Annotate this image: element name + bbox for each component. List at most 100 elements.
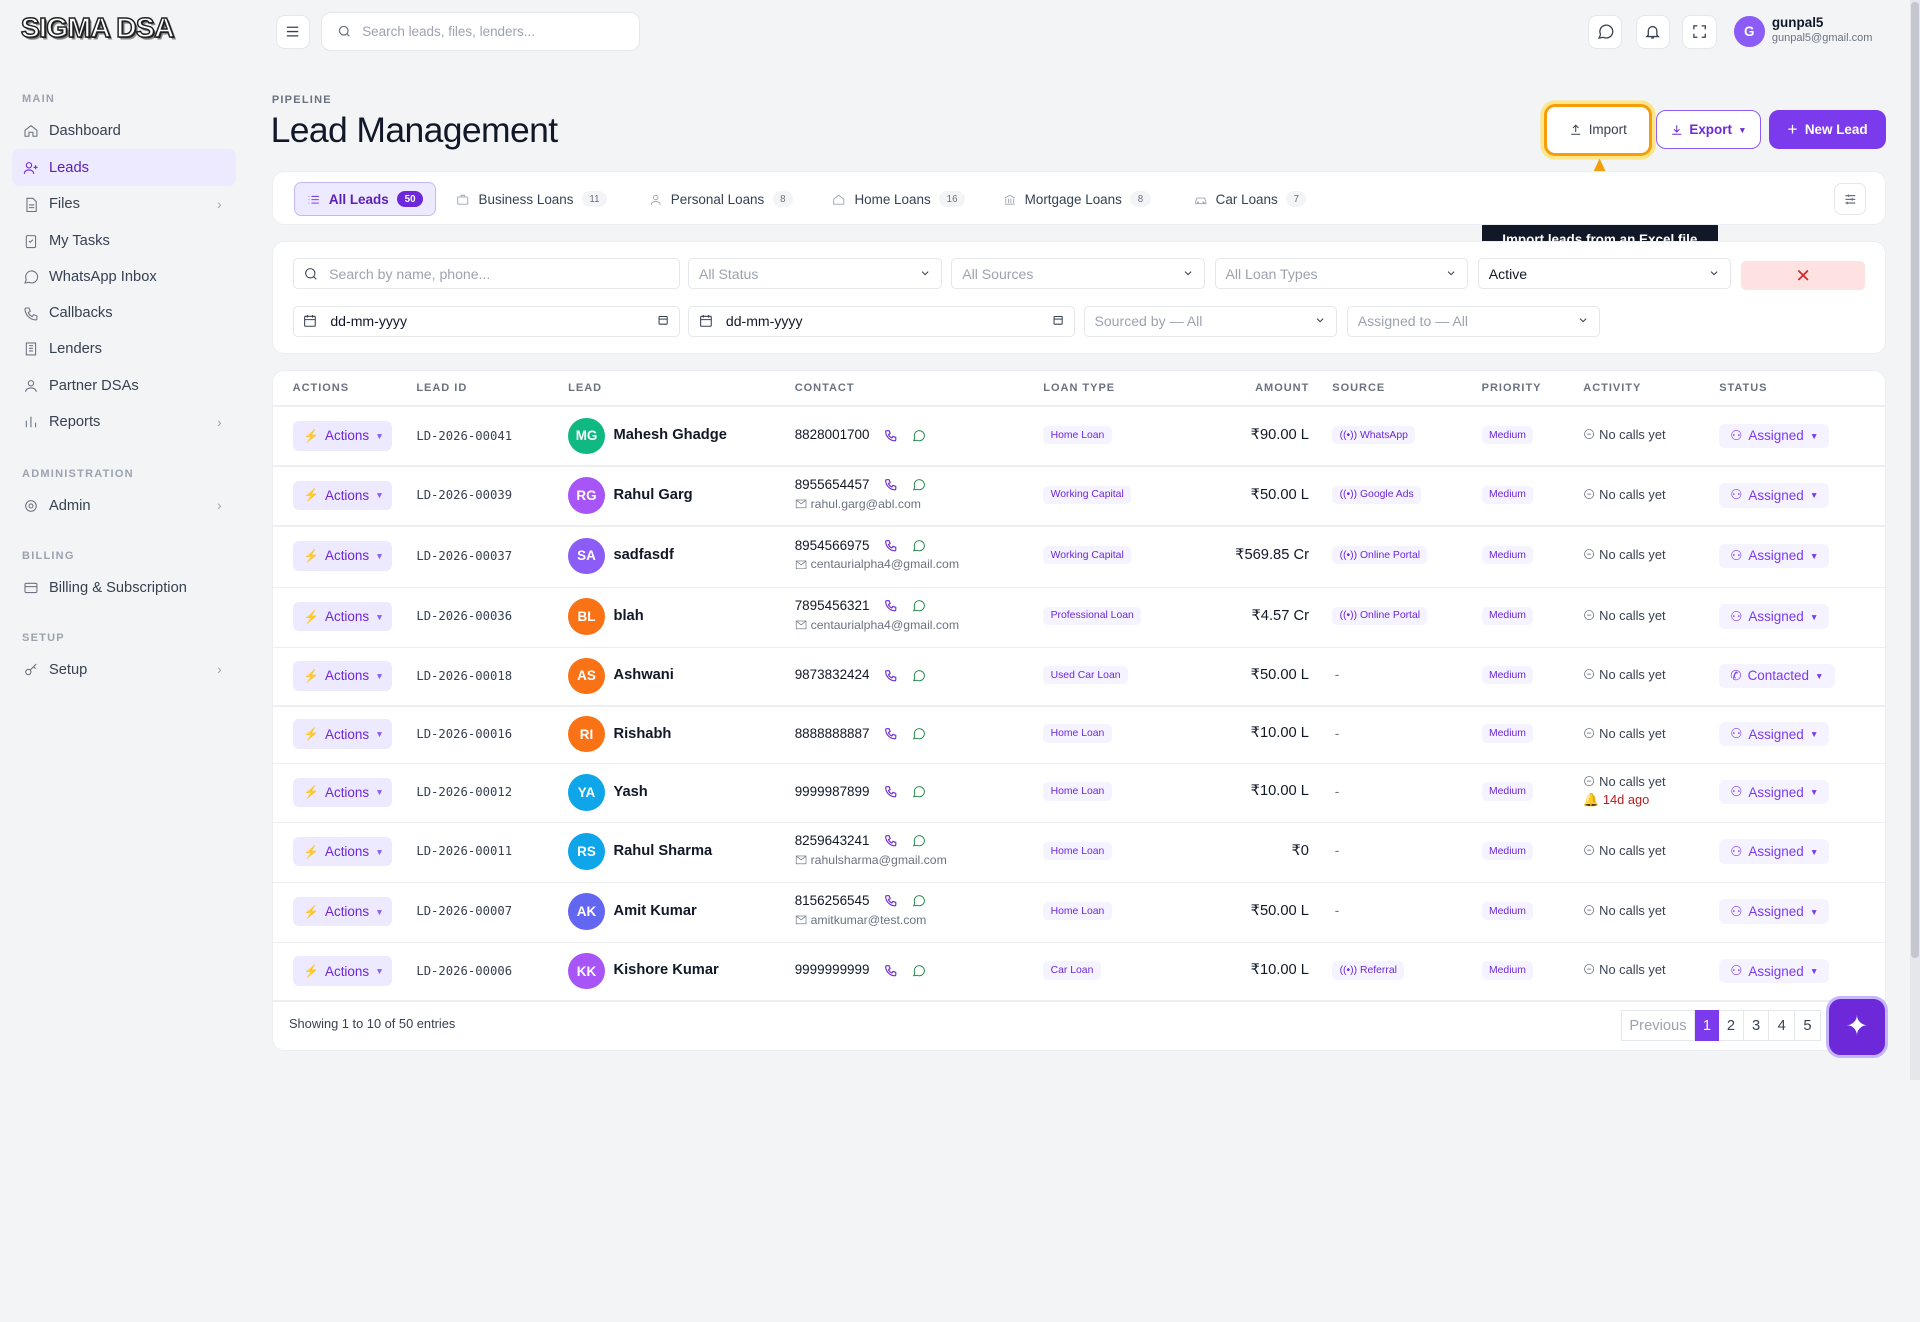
column-header[interactable]: LOAN TYPE — [1043, 382, 1116, 395]
sidebar-item-dashboard[interactable]: Dashboard — [12, 113, 236, 150]
whatsapp-icon[interactable] — [912, 964, 926, 977]
page-5-button[interactable]: 5 — [1795, 1010, 1821, 1041]
tab-home-loans[interactable]: Home Loans 16 — [820, 182, 977, 216]
call-icon[interactable] — [884, 785, 897, 798]
sidebar-item-partner-dsas[interactable]: Partner DSAs — [12, 367, 236, 404]
lead-name[interactable]: sadfasdf — [613, 547, 674, 564]
lead-email[interactable]: centaurialpha4@gmail.com — [795, 618, 959, 632]
lead-name[interactable]: Yash — [613, 783, 648, 800]
sourced-by-select[interactable]: Sourced by — All — [1083, 306, 1338, 337]
call-icon[interactable] — [884, 727, 897, 740]
export-button[interactable]: Export ▼ — [1655, 110, 1761, 150]
menu-toggle-button[interactable] — [275, 14, 310, 49]
status-dropdown[interactable]: ⚇ Assigned ▼ — [1719, 839, 1830, 864]
whatsapp-icon[interactable] — [912, 727, 926, 740]
lead-name[interactable]: Ashwani — [613, 667, 674, 684]
app-logo[interactable]: SIGMA DSA — [20, 11, 175, 44]
date-from-input[interactable]: dd-mm-yyyy — [292, 306, 680, 337]
column-header[interactable]: SOURCE — [1332, 382, 1386, 395]
column-header[interactable]: LEAD ID — [416, 382, 468, 395]
calendar-picker-icon[interactable] — [1052, 314, 1064, 326]
tab-all-leads[interactable]: All Leads 50 — [293, 182, 437, 217]
tab-personal-loans[interactable]: Personal Loans 8 — [637, 182, 806, 216]
row-actions-button[interactable]: ⚡ Actions ▼ — [292, 601, 392, 632]
sidebar-item-files[interactable]: Files › — [12, 186, 236, 223]
status-filter-select[interactable]: All Status — [688, 258, 942, 289]
column-header[interactable]: LEAD — [568, 382, 603, 395]
sidebar-item-callbacks[interactable]: Callbacks — [12, 295, 236, 332]
row-actions-button[interactable]: ⚡ Actions ▼ — [292, 719, 392, 749]
whatsapp-icon[interactable] — [912, 669, 926, 682]
lead-name[interactable]: Amit Kumar — [613, 903, 697, 920]
sidebar-item-lenders[interactable]: Lenders — [12, 331, 236, 368]
lead-name[interactable]: Kishore Kumar — [613, 962, 719, 979]
global-search-input[interactable]: Search leads, files, lenders... — [320, 12, 641, 52]
lead-email[interactable]: centaurialpha4@gmail.com — [795, 557, 959, 571]
status-dropdown[interactable]: ⚇ Assigned ▼ — [1719, 423, 1830, 449]
tab-business-loans[interactable]: Business Loans 11 — [444, 182, 619, 216]
page-3-button[interactable]: 3 — [1743, 1010, 1770, 1041]
whatsapp-icon[interactable] — [912, 894, 926, 907]
row-actions-button[interactable]: ⚡ Actions ▼ — [292, 836, 392, 867]
row-actions-button[interactable]: ⚡ Actions ▼ — [292, 541, 392, 571]
previous-page-button[interactable]: Previous — [1621, 1010, 1695, 1041]
lead-name[interactable]: blah — [613, 607, 644, 624]
date-to-input[interactable]: dd-mm-yyyy — [688, 306, 1076, 337]
whatsapp-icon[interactable] — [912, 834, 926, 847]
loan-types-filter-select[interactable]: All Loan Types — [1214, 258, 1469, 289]
row-actions-button[interactable]: ⚡ Actions ▼ — [292, 956, 392, 986]
row-actions-button[interactable]: ⚡ Actions ▼ — [292, 421, 392, 451]
status-dropdown[interactable]: ⚇ Assigned ▼ — [1719, 899, 1830, 924]
column-header[interactable]: STATUS — [1719, 382, 1768, 395]
call-icon[interactable] — [884, 964, 897, 977]
page-2-button[interactable]: 2 — [1719, 1010, 1744, 1041]
call-icon[interactable] — [884, 599, 897, 612]
whatsapp-icon[interactable] — [912, 599, 926, 612]
call-icon[interactable] — [884, 429, 897, 442]
column-header[interactable]: PRIORITY — [1481, 382, 1542, 395]
lead-email[interactable]: rahulsharma@gmail.com — [795, 853, 947, 867]
status-dropdown[interactable]: ✆ Contacted ▼ — [1719, 663, 1835, 689]
lead-name[interactable]: Rahul Garg — [613, 486, 693, 503]
lead-search-input[interactable]: Search by name, phone... — [292, 258, 680, 289]
column-header[interactable]: AMOUNT — [1255, 382, 1310, 395]
assigned-to-select[interactable]: Assigned to — All — [1346, 306, 1601, 337]
lead-name[interactable]: Rahul Sharma — [613, 843, 713, 860]
page-4-button[interactable]: 4 — [1769, 1010, 1796, 1041]
clear-filters-button[interactable]: ✕ — [1741, 260, 1865, 291]
sidebar-item-whatsapp-inbox[interactable]: WhatsApp Inbox — [12, 258, 236, 295]
status-dropdown[interactable]: ⚇ Assigned ▼ — [1719, 780, 1830, 805]
call-icon[interactable] — [884, 834, 897, 847]
column-settings-button[interactable] — [1834, 183, 1866, 216]
import-button[interactable]: Import — [1544, 104, 1652, 156]
sidebar-item-admin[interactable]: Admin › — [12, 487, 236, 524]
page-1-button[interactable]: 1 — [1694, 1010, 1720, 1041]
user-name[interactable]: gunpal5 — [1771, 14, 1824, 30]
call-icon[interactable] — [884, 539, 897, 552]
lead-email[interactable]: amitkumar@test.com — [795, 913, 926, 927]
scrollbar-thumb[interactable] — [1911, 2, 1919, 958]
row-actions-button[interactable]: ⚡ Actions ▼ — [292, 777, 392, 807]
ai-assistant-button[interactable]: ✦ — [1825, 995, 1889, 1058]
tab-mortgage-loans[interactable]: Mortgage Loans 8 — [990, 182, 1162, 216]
lead-email[interactable]: rahul.garg@abl.com — [795, 497, 921, 511]
lead-name[interactable]: Mahesh Ghadge — [613, 427, 727, 444]
whatsapp-icon[interactable] — [912, 785, 926, 798]
row-actions-button[interactable]: ⚡ Actions ▼ — [292, 896, 392, 927]
new-lead-button[interactable]: + New Lead — [1769, 110, 1886, 150]
status-dropdown[interactable]: ⚇ Assigned ▼ — [1719, 543, 1830, 569]
whatsapp-button[interactable] — [1588, 14, 1623, 49]
active-filter-select[interactable]: Active — [1477, 258, 1732, 289]
sidebar-item-billing[interactable]: Billing & Subscription — [12, 569, 236, 606]
sidebar-item-leads[interactable]: Leads — [12, 149, 237, 187]
status-dropdown[interactable]: ⚇ Assigned ▼ — [1719, 958, 1830, 984]
avatar[interactable]: G — [1733, 15, 1765, 47]
sidebar-item-my-tasks[interactable]: My Tasks — [12, 223, 236, 260]
notifications-button[interactable] — [1635, 14, 1671, 49]
sidebar-item-setup[interactable]: Setup › — [12, 651, 236, 688]
lead-name[interactable]: Rishabh — [613, 725, 672, 742]
calendar-picker-icon[interactable] — [657, 314, 669, 326]
status-dropdown[interactable]: ⚇ Assigned ▼ — [1719, 721, 1830, 747]
status-dropdown[interactable]: ⚇ Assigned ▼ — [1719, 604, 1830, 629]
tab-car-loans[interactable]: Car Loans 7 — [1181, 182, 1318, 216]
